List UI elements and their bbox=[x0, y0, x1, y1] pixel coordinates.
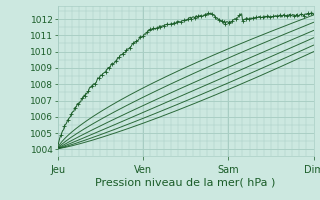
X-axis label: Pression niveau de la mer( hPa ): Pression niveau de la mer( hPa ) bbox=[95, 178, 276, 188]
